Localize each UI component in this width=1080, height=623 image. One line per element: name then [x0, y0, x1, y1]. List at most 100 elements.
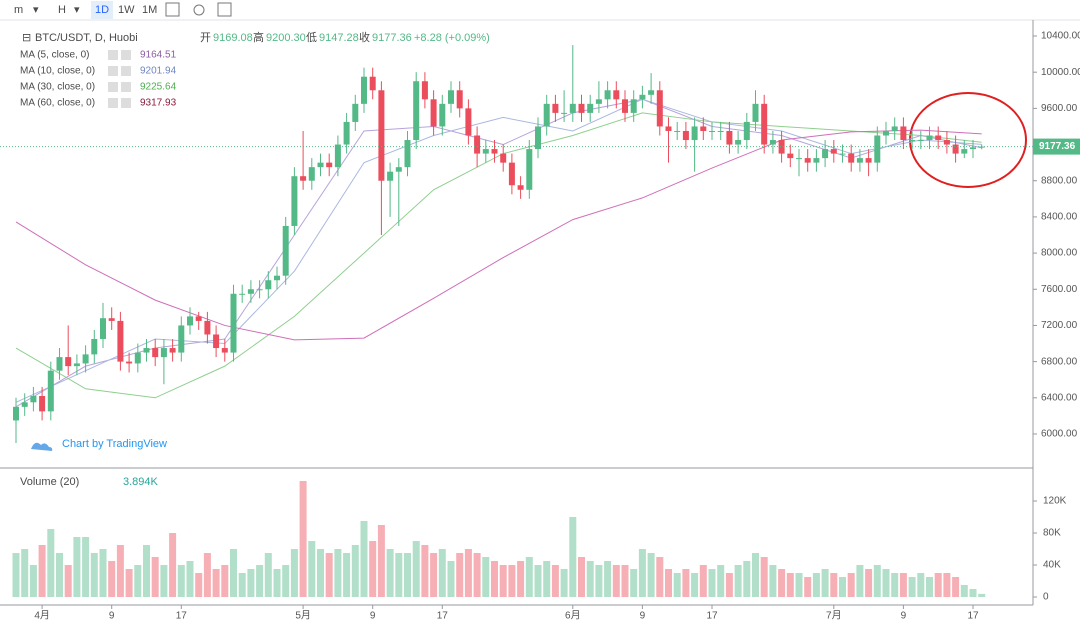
volume-bar: [82, 537, 90, 597]
y-tick-label: 10400.00: [1041, 31, 1080, 42]
volume-bar: [317, 549, 324, 597]
candle-body: [204, 320, 211, 335]
volume-bar: [839, 577, 846, 597]
y-tick-label: 8800.00: [1041, 175, 1078, 186]
volume-bar: [334, 549, 342, 597]
change-value: +8.28 (+0.09%): [414, 32, 490, 44]
candle-body: [970, 147, 976, 150]
x-tick-label: 9: [640, 611, 646, 622]
toolbar-item[interactable]: 1M: [142, 4, 157, 16]
dropdown-arrow[interactable]: ▾: [33, 4, 39, 16]
dropdown-arrow[interactable]: ▾: [74, 4, 80, 16]
candle-body: [430, 99, 437, 127]
ohlc-value: 9169.08: [213, 32, 253, 44]
candle-body: [369, 76, 376, 91]
volume-bar: [891, 573, 899, 597]
volume-bar: [578, 557, 585, 597]
candle-body: [630, 99, 637, 113]
ohlc-value: 9177.36: [372, 32, 412, 44]
volume-bar: [691, 573, 699, 597]
volume-bar: [47, 529, 55, 597]
volume-bar: [543, 561, 551, 597]
toolbar-item[interactable]: 1D: [95, 4, 109, 16]
candle-body: [482, 149, 489, 154]
volume-bar: [212, 569, 220, 597]
candle-body: [839, 153, 846, 155]
volume-bar: [960, 585, 968, 597]
toolbar-item[interactable]: 1W: [118, 4, 135, 16]
legend-icon: [121, 66, 131, 76]
candle-body: [21, 402, 28, 407]
snapshot-icon[interactable]: [217, 2, 232, 17]
collapse-icon[interactable]: ⊟: [22, 32, 31, 44]
volume-bar: [404, 553, 411, 597]
y-tick-label: 6000.00: [1041, 429, 1078, 440]
volume-bar: [125, 569, 133, 597]
candle-body: [517, 185, 524, 190]
ma-legend-value: 9225.64: [140, 82, 177, 93]
candle-body: [909, 140, 916, 142]
volume-bar: [795, 573, 803, 597]
volume-bar: [160, 565, 168, 597]
candle-body: [752, 103, 759, 122]
candle-body: [761, 103, 768, 145]
volume-bar: [656, 557, 664, 597]
volume-bar: [351, 545, 359, 597]
candle-body: [674, 130, 681, 132]
candle-body: [265, 280, 272, 290]
candle-body: [256, 289, 263, 291]
volume-bar: [90, 553, 98, 597]
volume-bar: [151, 557, 159, 597]
volume-bar: [360, 521, 368, 597]
toolbar-item[interactable]: m: [14, 4, 23, 16]
toolbar: m ▾ H ▾ 1D 1W 1M: [14, 1, 232, 19]
volume-bar: [978, 593, 986, 597]
volume-bar: [169, 533, 177, 597]
candle-body: [822, 149, 829, 159]
volume-bar: [195, 573, 203, 597]
volume-bar: [882, 569, 890, 597]
candle-body: [247, 289, 254, 294]
candle-body: [769, 140, 776, 145]
volume-bar: [430, 553, 438, 597]
indicator-icon[interactable]: [165, 2, 180, 17]
volume-bar: [29, 565, 37, 597]
volume-bar: [21, 549, 29, 597]
x-tick-label: 7月: [826, 610, 842, 622]
candle-body: [961, 149, 968, 154]
candle-body: [691, 126, 698, 141]
volume-bar: [665, 569, 672, 597]
y-tick-label: 9600.00: [1041, 103, 1078, 114]
candle-body: [456, 90, 463, 109]
candle-body: [317, 162, 324, 168]
candle-body: [387, 171, 394, 181]
volume-bar: [969, 589, 977, 597]
toolbar-item[interactable]: H: [58, 4, 66, 16]
volume-bar: [482, 557, 490, 597]
x-tick-label: 9: [109, 611, 115, 622]
candle-body: [352, 103, 359, 122]
volume-bar: [856, 565, 864, 597]
volume-bar: [569, 517, 577, 597]
volume-bar: [308, 541, 316, 597]
y-tick-label: 7600.00: [1041, 284, 1078, 295]
candle-body: [830, 149, 837, 154]
legend-icon: [108, 98, 118, 108]
legend-icon: [121, 50, 131, 60]
x-tick-label: 5月: [295, 610, 311, 622]
volume-bar: [873, 565, 881, 597]
volume-bar: [621, 565, 629, 597]
volume-bar: [830, 573, 838, 597]
candle-body: [169, 348, 176, 353]
volume-bar: [186, 561, 194, 597]
candle-body: [117, 320, 124, 362]
volume-bar: [395, 553, 403, 597]
volume-bar: [412, 541, 420, 597]
volume-bar: [708, 569, 716, 597]
legend-icon: [108, 50, 118, 60]
settings-icon[interactable]: [193, 4, 205, 16]
volume-bar: [369, 541, 377, 597]
candle-body: [552, 103, 559, 113]
volume-bar: [116, 545, 124, 597]
candle-body: [152, 348, 159, 358]
